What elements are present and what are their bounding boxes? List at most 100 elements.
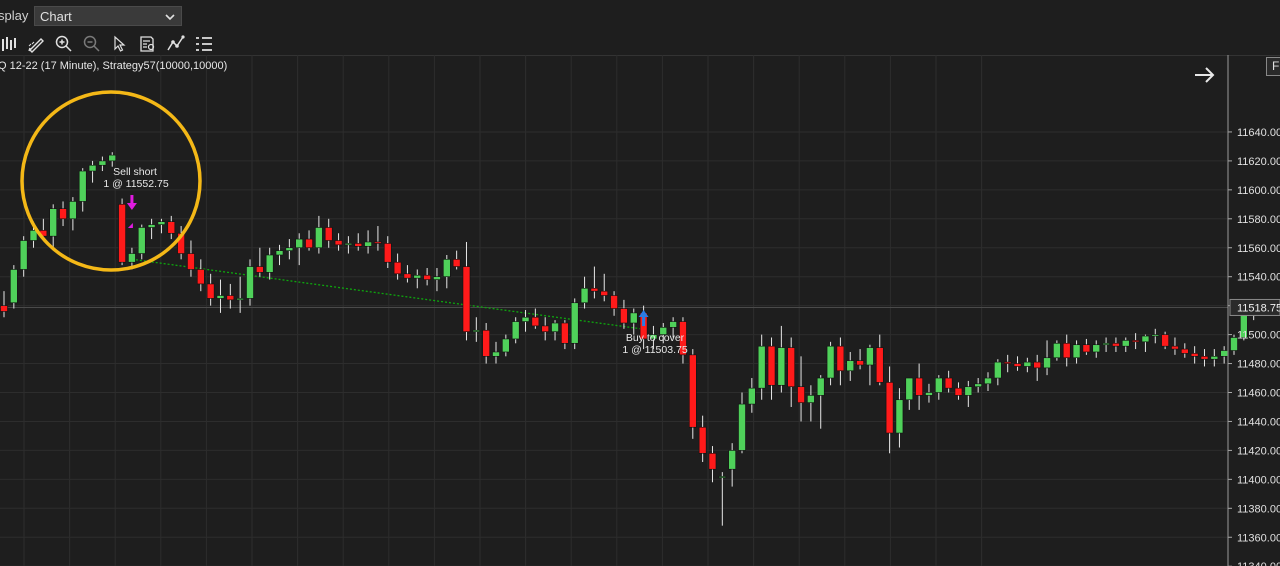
candle (19, 236, 28, 277)
candle (1131, 333, 1140, 350)
zoom-in-icon[interactable] (54, 34, 74, 54)
candle-body (423, 274, 431, 280)
candle (1013, 356, 1022, 371)
candle-body (69, 201, 77, 220)
candle-body (925, 392, 933, 396)
sell-short-label: Sell short (113, 166, 157, 178)
candle-body (1023, 361, 1032, 367)
candle-body (688, 354, 697, 428)
candle-body (1112, 342, 1120, 347)
candle (1230, 334, 1238, 355)
instrument-label: Q 12-22 (17 Minute), Strategy57(10000,10… (0, 60, 228, 72)
candle (10, 265, 18, 309)
candle-body (0, 305, 8, 312)
candle (521, 309, 530, 332)
candle (738, 392, 746, 454)
candle (413, 269, 422, 289)
candle-body (374, 241, 382, 244)
corner-button[interactable]: F (1266, 57, 1280, 76)
candle-body (1033, 361, 1041, 369)
candle-body (1190, 353, 1199, 357)
candle-body (1171, 345, 1179, 350)
zoom-out-icon[interactable] (82, 34, 102, 54)
candle (1210, 349, 1219, 367)
candle-body (482, 329, 490, 357)
price-tick-label: 11540.00 (1237, 272, 1280, 284)
candle-body (1181, 348, 1189, 354)
candle (679, 317, 687, 364)
candle (1043, 340, 1051, 376)
data-box-icon[interactable] (138, 34, 158, 54)
candle-body (1220, 350, 1228, 357)
candle (482, 323, 490, 364)
candle (1171, 337, 1179, 355)
candle (875, 334, 884, 386)
candle (629, 308, 638, 335)
candle-body (1003, 361, 1012, 364)
strategy-icon[interactable] (166, 34, 186, 54)
candle (1200, 349, 1209, 367)
candle (1102, 337, 1110, 352)
candle (187, 240, 195, 277)
candle (748, 378, 756, 413)
candle-body (875, 347, 884, 383)
candle (531, 308, 540, 329)
candle-body (895, 399, 904, 434)
price-axis: 11640.00 11620.00 11600.00 11580.00 11560.00… (1227, 55, 1280, 566)
candle-body (531, 316, 540, 327)
candle (1141, 334, 1150, 352)
candle-body (846, 360, 855, 372)
candle (275, 244, 284, 266)
candle-body (324, 227, 333, 241)
candle-body (49, 208, 58, 237)
candle-body (1092, 344, 1101, 353)
candle (767, 337, 776, 400)
candle (137, 224, 146, 260)
candle-body (187, 253, 195, 270)
display-select[interactable]: Chart (34, 6, 182, 26)
candle-body (1210, 356, 1219, 360)
candle (757, 334, 766, 400)
price-tick-label: 11600.00 (1237, 185, 1280, 197)
candle-body (590, 287, 599, 292)
candle-body (1043, 357, 1051, 369)
candle (669, 317, 677, 338)
price-tick-label: 11640.00 (1237, 127, 1280, 139)
buy-to-cover-price: 1 @ 11503.75 (622, 344, 688, 356)
pointer-icon[interactable] (110, 34, 130, 54)
candle (570, 298, 579, 350)
candle (0, 291, 8, 318)
properties-icon[interactable] (194, 34, 214, 54)
candle-body (679, 321, 687, 356)
price-tick-label: 11560.00 (1237, 243, 1280, 255)
candle-body (994, 361, 1002, 379)
candle-body (649, 334, 658, 340)
drawing-tool-icon[interactable] (26, 34, 46, 54)
price-tick-label: 11580.00 (1237, 214, 1280, 226)
candle-body (816, 377, 825, 396)
candle (1181, 343, 1189, 358)
candle-body (108, 154, 117, 162)
price-tick-label: 11500.00 (1237, 330, 1280, 342)
candle (826, 341, 835, 386)
candle-body (570, 302, 579, 344)
candle (305, 230, 313, 251)
buy-to-cover-label: Buy to cover (626, 332, 685, 344)
candle (600, 273, 609, 302)
candle (98, 156, 107, 172)
candle (807, 385, 815, 422)
candle (393, 253, 402, 280)
buy-to-cover-arrow-icon (638, 310, 649, 326)
candle (1033, 354, 1041, 381)
arrow-right-icon[interactable] (1192, 64, 1218, 86)
candle (984, 372, 992, 392)
candle-body (59, 208, 67, 220)
bar-type-icon[interactable] (0, 34, 20, 54)
candle (315, 215, 323, 254)
candle (885, 366, 894, 454)
candle-body (610, 295, 618, 309)
candle-body (305, 238, 313, 249)
candle-body (807, 395, 815, 403)
candle (1161, 331, 1169, 350)
